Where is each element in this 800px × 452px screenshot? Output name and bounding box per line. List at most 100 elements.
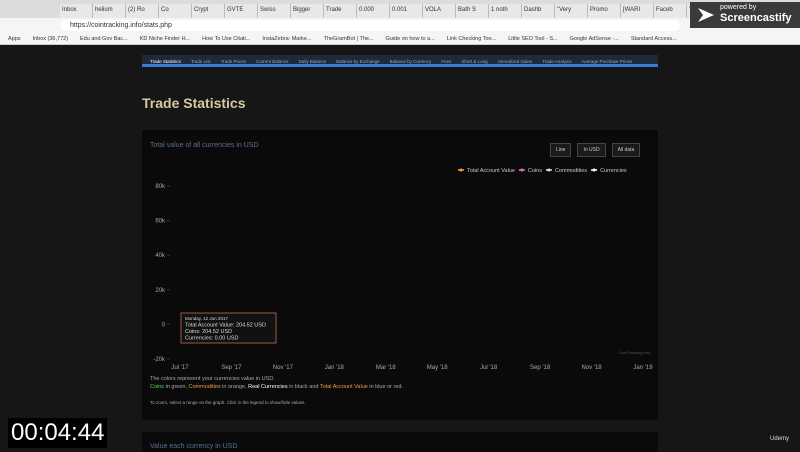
tab[interactable]: "Very	[555, 4, 588, 18]
note: Coins in green, Commodities in orange, R…	[150, 384, 403, 390]
tab[interactable]: 0.000	[357, 4, 390, 18]
x-tick-label: Nov '18	[581, 365, 602, 371]
dropdown[interactable]: All data	[611, 143, 641, 157]
x-tick-label: Sep '18	[530, 365, 551, 371]
note: To zoom, select a range on the graph. Cl…	[150, 400, 306, 405]
note-part: Total Account Value	[319, 384, 368, 390]
note-part: Real Currencies	[248, 384, 288, 390]
tooltip-line: Monday, 12 Jun 2017	[185, 316, 228, 321]
dropdown[interactable]: Line	[550, 143, 572, 157]
x-tick-label: Jul '17	[171, 365, 189, 371]
tooltip-line: Coins: 204.52 USD	[185, 329, 232, 335]
tab[interactable]: 1 noth	[489, 4, 522, 18]
legend-dot	[459, 168, 463, 172]
tab-bar: Inbox helium (2) Ro Co Crypt GVTE Swiss Bigger T…	[0, 0, 800, 18]
tooltip-line: Total Account Value: 204.52 USD	[185, 323, 266, 329]
tooltip-box	[180, 312, 277, 344]
nav-item[interactable]: Trade Prices	[220, 59, 247, 64]
tab[interactable]: Co	[159, 4, 192, 18]
heading: Trade Statistics	[142, 95, 246, 111]
note-part: Commodities	[188, 384, 221, 390]
legend-entry[interactable]: Coins	[528, 168, 542, 174]
address-bar: https://cointracking.info/stats.php	[0, 18, 800, 33]
nav-item[interactable]: Trade List	[190, 59, 211, 64]
nav-item[interactable]: Trade Statistics	[150, 59, 181, 64]
nav-item[interactable]: Balance by Currency	[389, 59, 432, 64]
bookmark[interactable]: Guide on how to a...	[385, 36, 435, 42]
y-tick-label: 60k	[155, 219, 166, 225]
note-part: in green,	[164, 384, 189, 390]
tooltip-line: Currencies: 0.00 USD	[185, 336, 239, 342]
chart-panel: Total value of all currencies in USD Lin…	[142, 130, 658, 420]
tab[interactable]: helium	[93, 4, 126, 18]
tab[interactable]: GVTE	[225, 4, 258, 18]
bookmark[interactable]: KD Niche Finder H...	[139, 36, 191, 42]
tab[interactable]: VOLA	[423, 4, 456, 18]
url-field[interactable]: https://cointracking.info/stats.php	[60, 20, 680, 31]
note-part: in orange,	[220, 384, 249, 390]
bookmark[interactable]: Little SEO Tool - S...	[508, 36, 558, 42]
tab[interactable]: Bath S	[456, 4, 489, 18]
bookmark[interactable]: Standard Access...	[630, 36, 677, 42]
nav-item[interactable]: Daily Balance	[298, 59, 327, 64]
x-tick-label: Mar '18	[376, 365, 396, 371]
tab[interactable]: Dashb	[522, 4, 555, 18]
timer: 00:04:44	[8, 418, 108, 448]
second-panel: Value each currency in USD	[142, 432, 658, 452]
legend-dot	[520, 168, 524, 172]
nav-item[interactable]: Balance by Exchange	[336, 59, 380, 64]
legend-dot	[547, 168, 551, 172]
note-part: in black and	[287, 384, 320, 390]
dropdown[interactable]: In USD	[577, 143, 606, 157]
chart-title: Total value of all currencies in USD	[150, 142, 259, 149]
tab[interactable]: Promo	[588, 4, 621, 18]
credit: CoinTracking.info	[619, 350, 651, 355]
bookmark[interactable]: Edu and Gov Bac...	[80, 36, 128, 42]
nav-item[interactable]: Unrealized Gains	[497, 59, 533, 64]
x-tick-label: May '18	[427, 365, 448, 371]
bookmark[interactable]: Apps	[8, 36, 21, 42]
x-tick-label: Jan '18	[325, 365, 345, 371]
legend-entry[interactable]: Total Account Value	[467, 168, 515, 174]
tab[interactable]: Faceb	[654, 4, 687, 18]
x-tick-label: Jan '19	[633, 365, 653, 371]
legend-entry[interactable]: Currencies	[600, 168, 627, 174]
tab[interactable]: Swiss	[258, 4, 291, 18]
panel-title: Value each currency in USD	[150, 443, 238, 450]
x-tick-label: Nov '17	[273, 365, 294, 371]
y-tick-label: 20k	[155, 288, 166, 294]
note-part: Coins	[150, 384, 165, 390]
screencastify-badge: powered by Screencastify	[690, 2, 800, 28]
bookmark[interactable]: Google AdSense -...	[569, 36, 619, 42]
tab[interactable]: 0.001	[390, 4, 423, 18]
legend-entry[interactable]: Commodities	[555, 168, 587, 174]
y-tick-label: 40k	[155, 253, 166, 259]
tab[interactable]: Crypt	[192, 4, 225, 18]
brand: Screencastify	[720, 12, 792, 24]
nav-item[interactable]: Trade Analysis	[542, 59, 572, 64]
legend-dot	[592, 168, 596, 172]
y-tick-label: 0	[162, 322, 166, 328]
bookmark[interactable]: TheGramBot | The...	[323, 36, 374, 42]
nav-bar: Trade Statistics Trade List Trade Prices Cu…	[142, 55, 658, 67]
udemy: Udemy	[770, 436, 790, 442]
tab[interactable]: (2) Ro	[126, 4, 159, 18]
tab[interactable]: Trade	[324, 4, 357, 18]
nav-item[interactable]: Average Purchase Prices	[581, 59, 633, 64]
note: The colors represent your currencies val…	[150, 376, 275, 382]
bookmark[interactable]: InstaZebra: Marke...	[262, 36, 312, 42]
tab[interactable]: Inbox	[60, 4, 93, 18]
controls: Line In USD All data	[550, 143, 641, 157]
x-tick-label: Jul '18	[480, 365, 498, 371]
nav-item[interactable]: Fees	[441, 59, 452, 64]
tab[interactable]: Bigger	[291, 4, 324, 18]
bookmark[interactable]: Link Checking Too...	[446, 36, 497, 42]
tab[interactable]: [WARI	[621, 4, 654, 18]
bookmark[interactable]: How To Use Citati...	[202, 36, 251, 42]
x-tick-label: Sep '17	[221, 365, 242, 371]
nav-item[interactable]: Current Balance	[256, 59, 289, 64]
nav-item[interactable]: Short & Long	[461, 59, 488, 64]
bookmark[interactable]: Inbox (36,772)	[32, 36, 69, 42]
